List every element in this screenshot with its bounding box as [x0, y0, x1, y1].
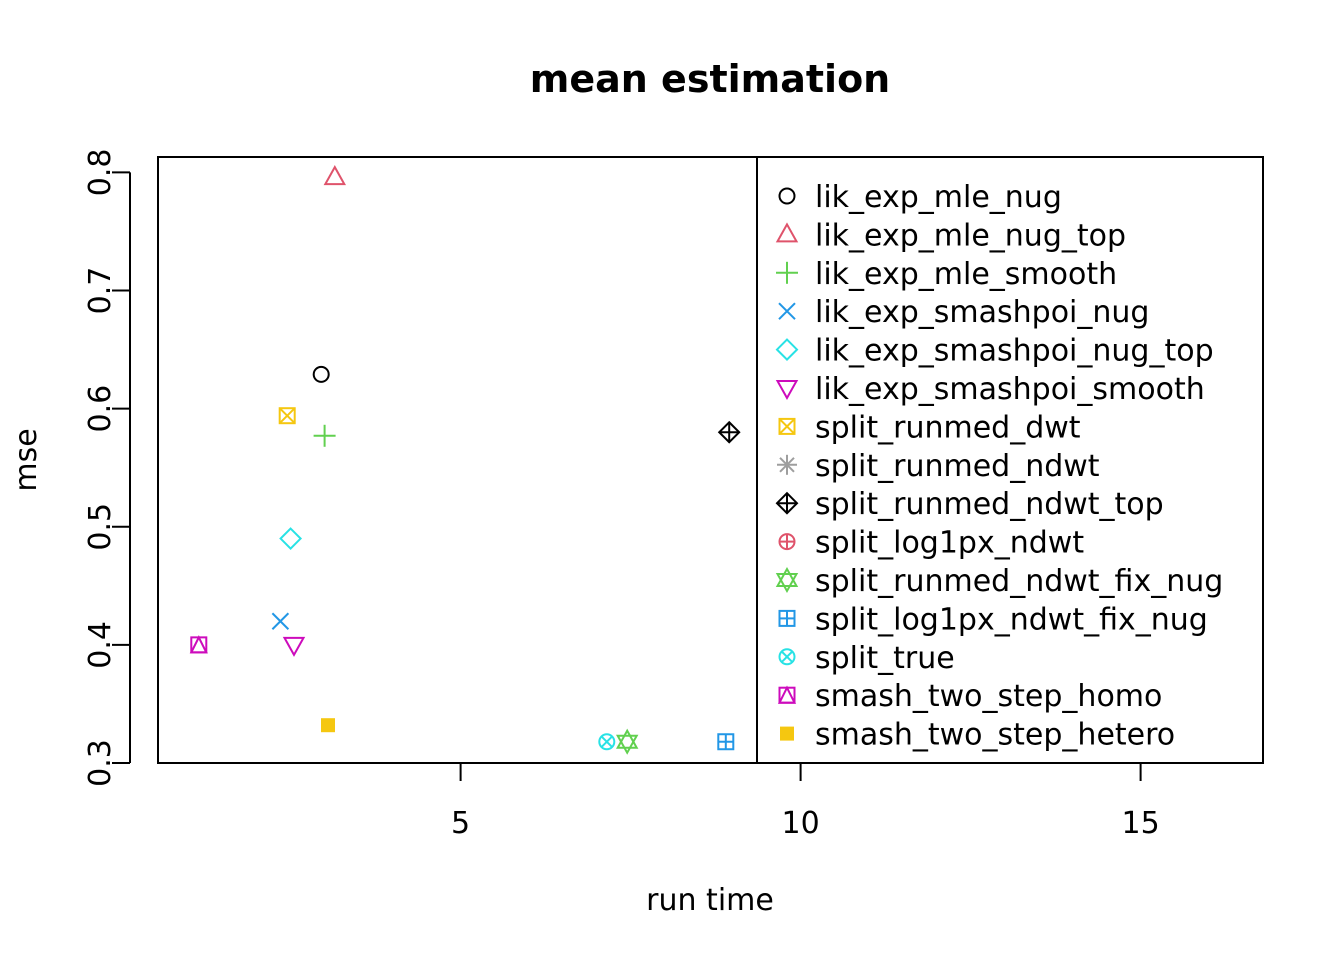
data-point-split-runmed-dwt [278, 407, 296, 425]
data-point-lik-exp-mle-smooth [313, 424, 336, 447]
legend-label: split_true [815, 641, 955, 676]
legend-marker-smash-two-step-hetero [780, 726, 794, 741]
data-point-smash-two-step-hetero [321, 718, 335, 733]
legend-marker-split-runmed-ndwt-top [775, 491, 799, 515]
legend-label: split_log1px_ndwt [815, 526, 1084, 561]
data-point-split-log1px-ndwt-fix-nug [717, 733, 735, 751]
legend-label: lik_exp_smashpoi_nug_top [815, 334, 1214, 369]
legend-label: smash_two_step_homo [815, 679, 1162, 714]
x-tick-label: 5 [451, 806, 470, 841]
legend-marker-split-runmed-ndwt [777, 454, 797, 475]
data-point-lik-exp-smashpoi-nug-top [279, 527, 303, 550]
legend-marker-lik-exp-smashpoi-smooth [775, 380, 799, 401]
legend-marker-smash-two-step-homo [777, 685, 797, 704]
legend-label: lik_exp_mle_nug [815, 180, 1062, 215]
legend-label: smash_two_step_hetero [815, 718, 1175, 753]
legend-label: lik_exp_mle_smooth [815, 257, 1117, 292]
y-axis: 0.3 0.4 0.5 0.6 0.7 0.8 [83, 148, 131, 787]
y-tick-label: 0.6 [83, 385, 118, 433]
legend-marker-split-log1px-ndwt [778, 533, 796, 551]
chart-title: mean estimation [530, 57, 890, 101]
legend-marker-lik-exp-smashpoi-nug-top [775, 338, 799, 362]
y-tick-label: 0.5 [83, 503, 118, 551]
legend-label: lik_exp_smashpoi_nug [815, 295, 1149, 330]
y-tick-label: 0.3 [83, 739, 118, 787]
legend-marker-lik-exp-mle-smooth [776, 261, 798, 284]
y-tick-label: 0.7 [83, 267, 118, 315]
x-axis-label: run time [646, 883, 774, 918]
legend-marker-split-runmed-ndwt-fix-nug [775, 566, 799, 594]
data-point-split-runmed-ndwt-top [717, 420, 741, 444]
data-point-lik-exp-smashpoi-nug [271, 612, 290, 630]
legend-label: lik_exp_smashpoi_smooth [815, 372, 1205, 407]
data-point-lik-exp-smashpoi-smooth [282, 636, 306, 657]
legend-label: split_runmed_ndwt_top [815, 487, 1164, 522]
x-tick-label: 10 [782, 806, 820, 841]
data-point-split-runmed-ndwt-fix-nug [615, 728, 639, 755]
legend-label: split_runmed_dwt [815, 410, 1081, 445]
legend-marker-lik-exp-smashpoi-nug [778, 302, 796, 320]
data-point-split-true [598, 733, 616, 751]
data-point-lik-exp-mle-nug [312, 365, 330, 383]
data-point-lik-exp-mle-nug-top [323, 165, 347, 186]
legend-marker-split-true [778, 648, 796, 666]
data-points [189, 165, 741, 755]
legend-marker-split-log1px-ndwt-fix-nug [778, 609, 796, 627]
legend-label: split_runmed_ndwt [815, 449, 1100, 484]
legend-box [756, 156, 1264, 764]
y-tick-label: 0.8 [83, 148, 118, 196]
y-tick-label: 0.4 [83, 621, 118, 669]
x-tick-label: 15 [1122, 806, 1160, 841]
legend-label: split_runmed_ndwt_fix_nug [815, 564, 1223, 599]
legend-marker-lik-exp-mle-nug-top [775, 222, 799, 243]
legend-label: split_log1px_ndwt_fix_nug [815, 602, 1208, 637]
y-axis-label: mse [9, 428, 44, 491]
legend-marker-split-runmed-dwt [778, 417, 796, 435]
x-axis: 5 10 15 [451, 763, 1160, 841]
legend-marker-lik-exp-mle-nug [778, 187, 796, 205]
legend-label: lik_exp_mle_nug_top [815, 218, 1126, 253]
data-point-smash-two-step-homo [189, 635, 208, 654]
